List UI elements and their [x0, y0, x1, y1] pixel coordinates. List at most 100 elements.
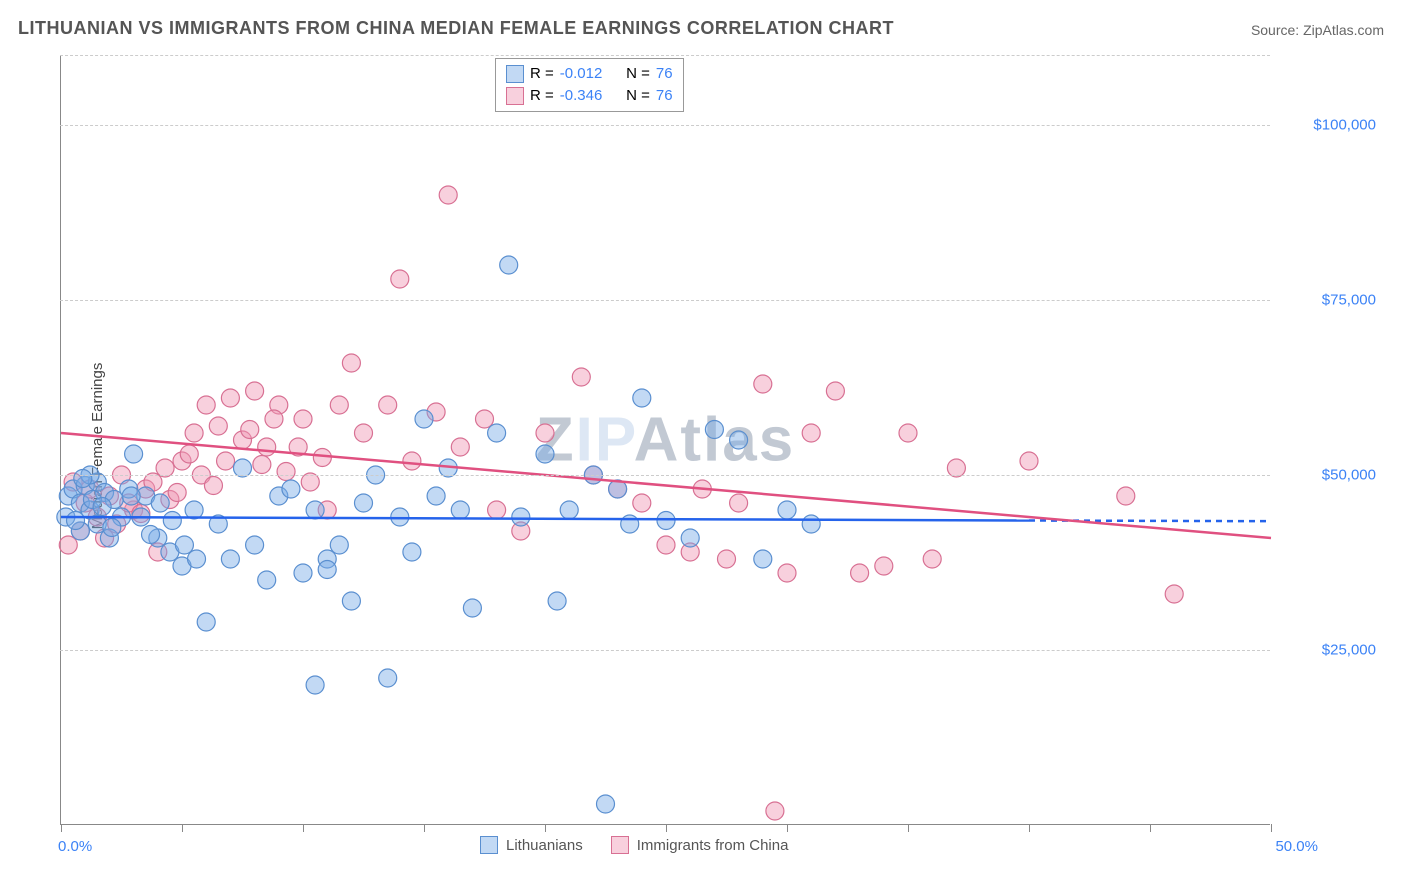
scatter-point	[391, 270, 409, 288]
scatter-point	[277, 463, 295, 481]
stat-label-n: N =	[618, 63, 650, 85]
trend-line	[61, 517, 1029, 521]
gridline	[60, 125, 1270, 126]
scatter-point	[294, 564, 312, 582]
scatter-point	[488, 501, 506, 519]
stat-r-lithuanians: -0.012	[560, 63, 612, 85]
stats-row-lithuanians: R = -0.012 N = 76	[506, 63, 673, 85]
x-tick	[1271, 824, 1272, 832]
scatter-point	[379, 396, 397, 414]
scatter-point	[403, 452, 421, 470]
scatter-point	[330, 396, 348, 414]
scatter-point	[439, 186, 457, 204]
scatter-point	[197, 613, 215, 631]
stat-r-china: -0.346	[560, 85, 612, 107]
scatter-point	[536, 424, 554, 442]
x-tick	[1150, 824, 1151, 832]
source-attribution: Source: ZipAtlas.com	[1251, 22, 1384, 38]
scatter-point	[74, 470, 92, 488]
scatter-point	[681, 529, 699, 547]
stats-row-china: R = -0.346 N = 76	[506, 85, 673, 107]
swatch-china	[506, 87, 524, 105]
scatter-point	[258, 438, 276, 456]
scatter-point	[142, 526, 160, 544]
scatter-point	[330, 536, 348, 554]
correlation-stats-box: R = -0.012 N = 76 R = -0.346 N = 76	[495, 58, 684, 112]
scatter-point	[93, 498, 111, 516]
stat-label-r: R =	[530, 85, 554, 107]
scatter-point	[180, 445, 198, 463]
scatter-point	[427, 487, 445, 505]
scatter-point	[306, 501, 324, 519]
scatter-point	[476, 410, 494, 428]
gridline	[60, 475, 1270, 476]
stat-n-lithuanians: 76	[656, 63, 673, 85]
scatter-point	[265, 410, 283, 428]
scatter-point	[633, 389, 651, 407]
scatter-point	[1020, 452, 1038, 470]
x-tick	[61, 824, 62, 832]
scatter-point	[754, 375, 772, 393]
scatter-point	[899, 424, 917, 442]
scatter-point	[403, 543, 421, 561]
scatter-point	[778, 564, 796, 582]
scatter-point	[451, 501, 469, 519]
scatter-point	[826, 382, 844, 400]
scatter-point	[730, 494, 748, 512]
x-tick	[1029, 824, 1030, 832]
scatter-point	[197, 396, 215, 414]
scatter-point	[217, 452, 235, 470]
gridline	[60, 300, 1270, 301]
scatter-point	[306, 676, 324, 694]
scatter-point	[168, 484, 186, 502]
scatter-point	[258, 571, 276, 589]
chart-title: LITHUANIAN VS IMMIGRANTS FROM CHINA MEDI…	[18, 18, 894, 39]
x-tick	[666, 824, 667, 832]
legend-item-lithuanians: Lithuanians	[480, 836, 583, 854]
scatter-point	[621, 515, 639, 533]
scatter-point	[282, 480, 300, 498]
x-tick	[908, 824, 909, 832]
y-tick-label: $75,000	[1322, 292, 1376, 309]
scatter-point	[875, 557, 893, 575]
scatter-point	[221, 389, 239, 407]
legend-label: Immigrants from China	[637, 837, 789, 854]
scatter-point	[718, 550, 736, 568]
y-tick-label: $50,000	[1322, 467, 1376, 484]
scatter-point	[59, 536, 77, 554]
x-tick	[182, 824, 183, 832]
legend-item-china: Immigrants from China	[611, 836, 789, 854]
plot-area: ZIPAtlas	[60, 55, 1270, 825]
stat-label-n: N =	[618, 85, 650, 107]
x-tick-label-max: 50.0%	[1275, 838, 1318, 855]
scatter-point	[500, 256, 518, 274]
scatter-point	[151, 494, 169, 512]
scatter-point	[730, 431, 748, 449]
x-tick	[424, 824, 425, 832]
scatter-point	[241, 421, 259, 439]
scatter-point	[313, 449, 331, 467]
scatter-point	[209, 417, 227, 435]
scatter-point	[125, 445, 143, 463]
scatter-point	[318, 561, 336, 579]
x-tick	[545, 824, 546, 832]
scatter-point	[1117, 487, 1135, 505]
scatter-point	[597, 795, 615, 813]
scatter-point	[342, 354, 360, 372]
scatter-point	[246, 382, 264, 400]
scatter-point	[294, 410, 312, 428]
x-tick	[303, 824, 304, 832]
y-tick-label: $100,000	[1313, 117, 1376, 134]
scatter-point	[560, 501, 578, 519]
scatter-point	[451, 438, 469, 456]
x-tick	[787, 824, 788, 832]
gridline	[60, 650, 1270, 651]
scatter-point	[536, 445, 554, 463]
stat-n-china: 76	[656, 85, 673, 107]
scatter-point	[221, 550, 239, 568]
legend: Lithuanians Immigrants from China	[480, 836, 788, 854]
scatter-point	[185, 424, 203, 442]
scatter-point	[1165, 585, 1183, 603]
scatter-point	[355, 424, 373, 442]
scatter-point	[253, 456, 271, 474]
